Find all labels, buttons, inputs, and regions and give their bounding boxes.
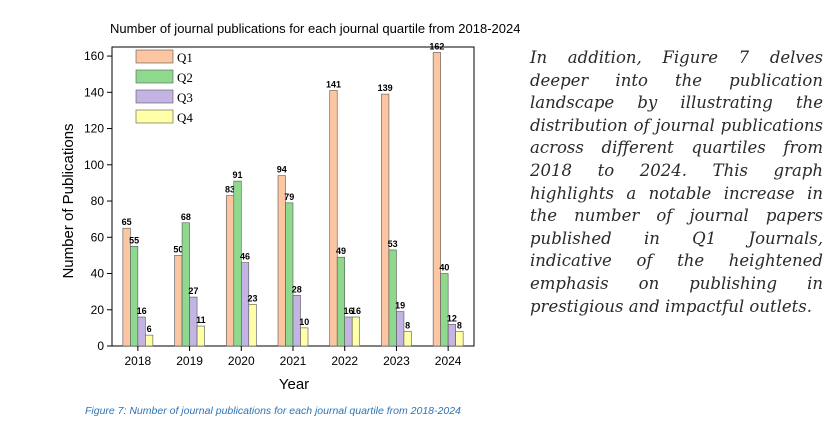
data-label: 68 bbox=[181, 212, 191, 222]
bar-q2-2021 bbox=[285, 202, 294, 347]
bar-q4-2019 bbox=[196, 325, 205, 347]
bar-q3-2021 bbox=[292, 294, 301, 347]
x-axis-title: Year bbox=[279, 376, 309, 393]
x-tick-label: 2023 bbox=[383, 354, 410, 368]
chart-title: Number of journal publications for each … bbox=[110, 21, 520, 36]
data-label: 141 bbox=[326, 79, 341, 89]
data-label: 46 bbox=[240, 252, 250, 262]
x-tick-label: 2019 bbox=[176, 354, 203, 368]
data-label: 55 bbox=[129, 235, 139, 245]
legend: Q1 Q2 Q3 Q4 bbox=[135, 49, 193, 125]
data-label: 16 bbox=[351, 306, 361, 316]
data-label: 91 bbox=[233, 170, 243, 180]
data-label: 94 bbox=[277, 165, 287, 175]
y-axis-title: Number of Publications bbox=[60, 123, 77, 278]
legend-label-q4: Q4 bbox=[177, 110, 193, 125]
bar-q3-2022 bbox=[344, 316, 353, 347]
bar-q4-2023 bbox=[403, 331, 412, 347]
data-label: 12 bbox=[447, 313, 457, 323]
legend-swatch-q3 bbox=[135, 89, 174, 104]
data-label: 16 bbox=[343, 306, 353, 316]
legend-swatch-q1 bbox=[135, 49, 174, 64]
y-tick-label: 0 bbox=[97, 339, 104, 353]
x-tick-label: 2021 bbox=[280, 354, 307, 368]
data-label: 16 bbox=[137, 306, 147, 316]
bar-q3-2018 bbox=[137, 316, 146, 347]
bar-q2-2022 bbox=[336, 256, 346, 347]
data-label: 8 bbox=[457, 321, 462, 331]
x-tick-label: 2024 bbox=[435, 354, 462, 368]
y-tick-label: 100 bbox=[84, 158, 104, 172]
legend-swatch-q4 bbox=[135, 109, 174, 124]
data-label: 28 bbox=[292, 284, 302, 294]
y-tick-label: 80 bbox=[91, 194, 105, 208]
bar-q1-2022 bbox=[329, 90, 338, 347]
data-label: 83 bbox=[225, 185, 235, 195]
y-tick-label: 140 bbox=[84, 85, 104, 99]
legend-label-q1: Q1 bbox=[177, 50, 193, 65]
y-tick-label: 20 bbox=[91, 303, 105, 317]
bar-q2-2018 bbox=[130, 246, 139, 347]
data-label: 50 bbox=[173, 244, 183, 254]
bar-q1-2019 bbox=[174, 255, 183, 347]
bar-q2-2020 bbox=[233, 180, 242, 347]
bar-q4-2022 bbox=[351, 316, 361, 347]
data-label: 53 bbox=[388, 239, 398, 249]
y-tick-label: 40 bbox=[91, 267, 105, 281]
bar-q4-2024 bbox=[455, 331, 464, 347]
data-label: 162 bbox=[429, 41, 444, 51]
data-label: 8 bbox=[405, 321, 410, 331]
bar-q3-2023 bbox=[396, 311, 405, 347]
bar-q3-2024 bbox=[447, 323, 456, 347]
data-label: 40 bbox=[439, 263, 449, 273]
body-paragraph: In addition, Figure 7 delves deeper into… bbox=[530, 48, 823, 316]
data-label: 6 bbox=[147, 324, 152, 334]
bar-q2-2019 bbox=[181, 222, 190, 347]
y-tick-label: 160 bbox=[84, 49, 104, 63]
data-label: 79 bbox=[284, 192, 294, 202]
data-label: 19 bbox=[395, 301, 405, 311]
bar-q2-2023 bbox=[388, 249, 397, 347]
y-tick-label: 60 bbox=[91, 230, 105, 244]
bar-q1-2023 bbox=[381, 93, 390, 347]
data-label: 11 bbox=[196, 315, 206, 325]
bar-q2-2024 bbox=[440, 273, 449, 347]
data-label: 65 bbox=[122, 217, 132, 227]
x-tick-label: 2018 bbox=[125, 354, 152, 368]
bar-q3-2020 bbox=[240, 262, 250, 347]
bar-q1-2018 bbox=[122, 227, 131, 347]
bar-q4-2018 bbox=[145, 334, 154, 347]
bar-q3-2019 bbox=[189, 296, 198, 347]
bar-q4-2021 bbox=[300, 327, 309, 347]
data-label: 27 bbox=[188, 286, 198, 296]
plot-area: 0204060801001201401606555166201850682711… bbox=[84, 41, 475, 368]
data-label: 23 bbox=[248, 293, 258, 303]
y-tick-label: 120 bbox=[84, 122, 104, 136]
legend-swatch-q2 bbox=[135, 69, 174, 84]
data-label: 49 bbox=[336, 246, 346, 256]
legend-label-q2: Q2 bbox=[177, 70, 193, 85]
bar-q4-2020 bbox=[248, 304, 257, 347]
figure-caption: Figure 7: Number of journal publications… bbox=[85, 405, 461, 417]
data-label: 139 bbox=[378, 83, 393, 93]
x-tick-label: 2020 bbox=[228, 354, 255, 368]
legend-label-q3: Q3 bbox=[177, 90, 193, 105]
bar-chart: Number of journal publications for each … bbox=[60, 21, 520, 393]
bar-q1-2020 bbox=[225, 195, 235, 347]
x-tick-label: 2022 bbox=[331, 354, 358, 368]
data-label: 10 bbox=[299, 317, 309, 327]
bar-q1-2024 bbox=[432, 52, 441, 347]
